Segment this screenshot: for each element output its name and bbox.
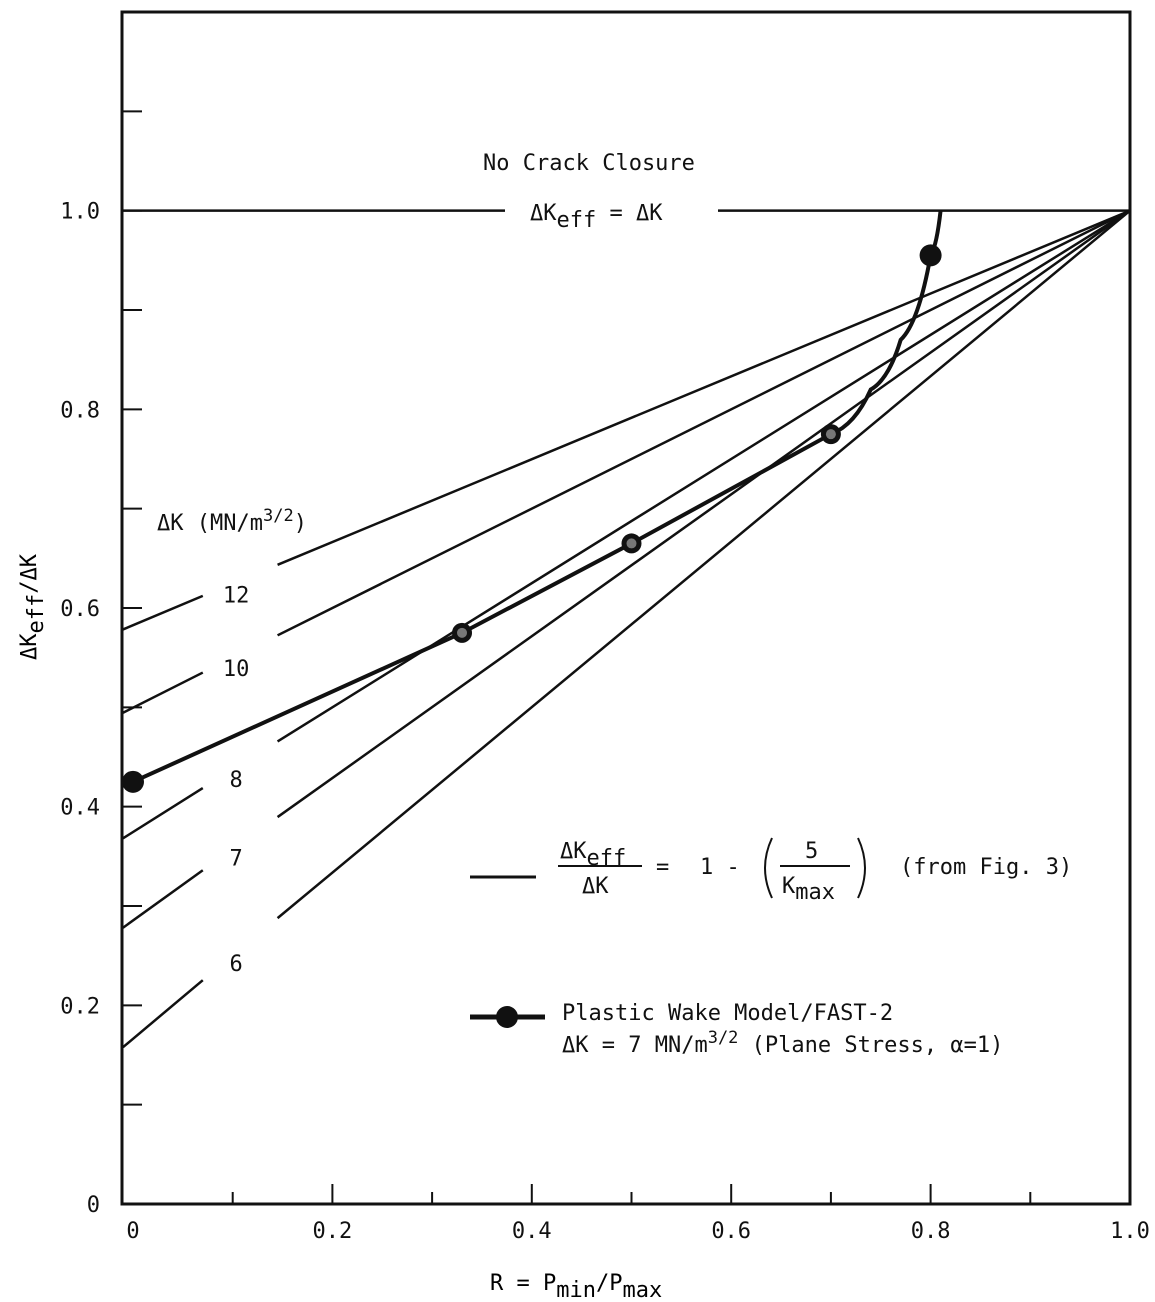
no-crack-closure-label: No Crack Closure: [483, 151, 695, 176]
model-series: [122, 210, 943, 793]
closure-line-12: [277, 209, 1131, 566]
svg-text:Plastic Wake Model/FAST-2: Plastic Wake Model/FAST-2: [562, 1001, 893, 1026]
tick-labels: 0 0.2 0.4 0.6 0.8 1.0 0 0.2 0.4 0.6 0.8 1.0: [60, 200, 1150, 1244]
x-tick-label: 0.8: [911, 1219, 951, 1244]
y-tick-label: 0: [87, 1193, 100, 1218]
closure-line-8: [122, 786, 204, 840]
y-tick-label: 0.4: [60, 796, 100, 821]
legend-model: Plastic Wake Model/FAST-2 ΔK = 7 MN/m3/2…: [470, 1001, 1003, 1058]
legend-model-marker: [496, 1006, 518, 1028]
model-series-point-inner: [457, 627, 468, 638]
svg-text:1 -: 1 -: [700, 855, 740, 880]
x-tick-label: 0.2: [313, 1219, 353, 1244]
x-tick-label: 0.4: [512, 1219, 552, 1244]
legend-formula: ΔKeff ΔK = 1 - 5 Kmax (from Fig. 3): [470, 837, 1072, 905]
closure-line-7: [122, 869, 204, 929]
x-tick-label: 0: [126, 1219, 139, 1244]
closure-lines: [122, 209, 1131, 1049]
svg-text:5: 5: [805, 839, 818, 864]
y-tick-label: 0.2: [60, 994, 100, 1019]
closure-line-10: [277, 209, 1131, 637]
y-tick-label: 0.8: [60, 398, 100, 423]
closure-line-label: 7: [230, 847, 243, 872]
svg-text:Kmax: Kmax: [782, 874, 835, 905]
closure-line-6: [276, 209, 1131, 920]
model-series-point-inner: [825, 429, 836, 440]
closure-line-label: 12: [223, 583, 250, 608]
y-tick-label: 0.6: [60, 597, 100, 622]
x-axis-label: R = Pmin/Pmax: [490, 1271, 662, 1302]
axis-ticks: [122, 110, 1032, 1204]
closure-line-label: 6: [230, 952, 243, 977]
svg-text:ΔK: ΔK: [582, 874, 609, 899]
closure-lines-title: ΔK (MN/m3/2): [157, 506, 307, 536]
closure-line-label: 8: [230, 768, 243, 793]
svg-text:ΔK = 7 MN/m3/2 (Plane Stress,: ΔK = 7 MN/m3/2 (Plane Stress, α=1): [562, 1028, 1003, 1058]
closure-line-10: [122, 671, 204, 714]
x-tick-label: 1.0: [1110, 1219, 1150, 1244]
keff-equals-k-label: ΔKeff = ΔK: [530, 201, 663, 233]
closure-line-8: [276, 209, 1131, 743]
closure-line-12: [122, 594, 204, 631]
x-tick-label: 0.6: [711, 1219, 751, 1244]
closure-line-7: [276, 209, 1131, 819]
model-series-point-inner: [626, 538, 637, 549]
y-axis-label: ΔKeff/ΔK: [17, 553, 49, 660]
closure-line-6: [122, 979, 204, 1049]
y-tick-label: 1.0: [60, 200, 100, 225]
closure-line-labels: 12 10 8 7 6: [223, 583, 250, 977]
model-series-point: [919, 244, 942, 267]
svg-text:=: =: [656, 855, 669, 880]
model-series-point: [122, 770, 144, 793]
closure-line-label: 10: [223, 657, 250, 682]
svg-text:(from Fig. 3): (from Fig. 3): [900, 855, 1072, 880]
model-series-line: [132, 210, 943, 784]
